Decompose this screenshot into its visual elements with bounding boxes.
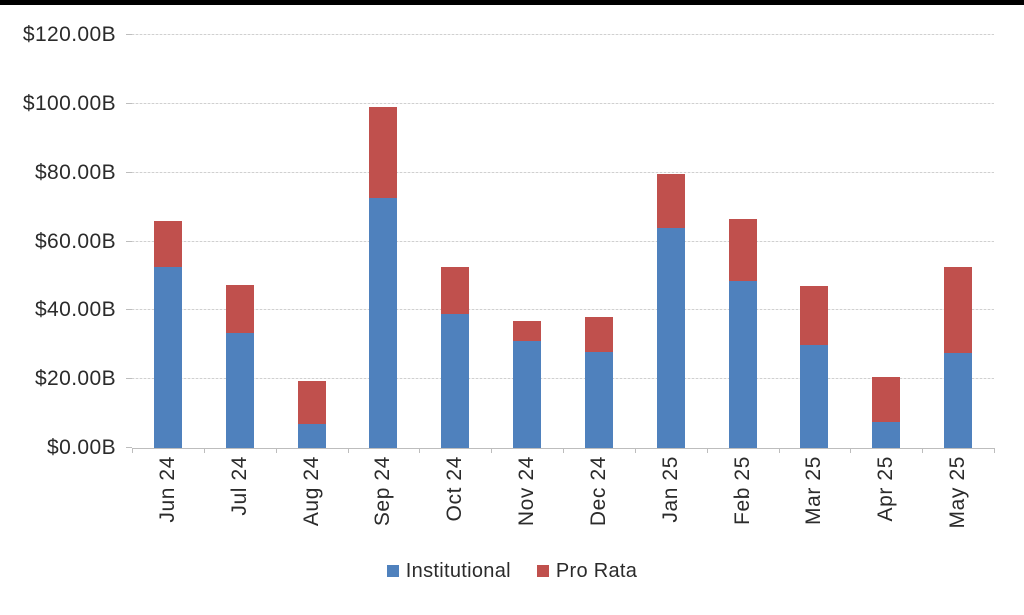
- x-tick: [778, 448, 780, 453]
- y-tick: [126, 309, 132, 311]
- y-axis-label: $60.00B: [34, 229, 116, 253]
- legend-label: Pro Rata: [555, 559, 638, 582]
- gridline-100: [132, 102, 994, 104]
- x-axis-label: Sep 24: [371, 456, 395, 527]
- legend-item-institutional: Institutional: [386, 559, 511, 583]
- y-axis-label: $120.00B: [22, 23, 116, 46]
- x-axis-label: Oct 24: [443, 456, 467, 522]
- bar-stack-feb-25: [728, 219, 757, 448]
- x-axis-label: Aug 24: [299, 456, 323, 527]
- x-tick: [634, 448, 636, 453]
- bar-segment-institutional-sep-24: [369, 198, 398, 448]
- bar-segment-institutional-oct-24: [441, 313, 470, 448]
- y-tick: [126, 240, 132, 242]
- bar-segment-pro-rata-mar-25: [800, 286, 829, 345]
- x-tick: [132, 448, 133, 453]
- bar-segment-pro-rata-feb-25: [728, 219, 757, 282]
- bar-segment-pro-rata-may-25: [944, 267, 973, 354]
- y-tick: [126, 447, 132, 448]
- x-axis-label: Mar 25: [802, 456, 826, 525]
- bar-segment-institutional-jan-25: [656, 227, 685, 448]
- y-axis-label: $0.00B: [47, 436, 116, 459]
- bar-segment-institutional-jul-24: [225, 332, 254, 448]
- x-tick: [419, 448, 421, 453]
- bar-stack-oct-24: [441, 267, 470, 448]
- bar-stack-aug-24: [297, 380, 326, 448]
- x-axis-label: Jan 25: [658, 456, 682, 523]
- bar-segment-pro-rata-oct-24: [441, 267, 470, 314]
- y-axis-label: $20.00B: [34, 367, 116, 391]
- x-axis-label: Feb 25: [730, 456, 754, 525]
- bar-stack-jan-25: [656, 174, 685, 448]
- bar-stack-may-25: [944, 267, 973, 448]
- plot-area: [126, 34, 995, 453]
- y-tick: [126, 171, 132, 173]
- x-tick: [563, 448, 564, 453]
- x-tick: [922, 448, 924, 453]
- gridline-60: [132, 240, 994, 242]
- bar-segment-pro-rata-sep-24: [369, 107, 398, 199]
- x-tick: [491, 448, 493, 453]
- gridline-80: [132, 171, 994, 173]
- x-tick: [850, 448, 852, 453]
- bar-stack-jun-24: [153, 220, 182, 448]
- bar-stack-sep-24: [369, 107, 398, 448]
- legend-swatch-icon: [386, 565, 399, 577]
- bar-segment-pro-rata-apr-25: [872, 377, 901, 423]
- x-axis-label: Apr 25: [874, 456, 898, 522]
- bar-stack-apr-25: [872, 377, 901, 448]
- x-tick: [203, 448, 205, 453]
- x-tick: [706, 448, 708, 453]
- top-black-bar: [0, 0, 1024, 5]
- x-tick: [994, 448, 995, 453]
- bar-segment-institutional-dec-24: [584, 351, 613, 448]
- x-axis-label: Dec 24: [586, 456, 610, 527]
- x-axis-label: Nov 24: [515, 456, 539, 527]
- x-axis-label: Jun 24: [155, 456, 179, 523]
- y-tick: [126, 102, 132, 104]
- bar-segment-institutional-apr-25: [872, 422, 901, 448]
- bar-stack-jul-24: [225, 284, 254, 448]
- bar-segment-institutional-may-25: [944, 353, 973, 448]
- bar-stack-dec-24: [584, 317, 613, 448]
- gridline-40: [132, 309, 994, 311]
- bar-segment-institutional-mar-25: [800, 344, 829, 448]
- bar-segment-institutional-jun-24: [153, 267, 182, 448]
- bar-stack-nov-24: [513, 320, 542, 448]
- bar-stack-mar-25: [800, 286, 829, 448]
- x-tick: [347, 448, 349, 453]
- bar-segment-pro-rata-nov-24: [513, 320, 542, 342]
- bar-segment-pro-rata-dec-24: [584, 317, 613, 352]
- gridline-120: [132, 34, 994, 35]
- x-tick: [275, 448, 277, 453]
- legend-label: Institutional: [405, 559, 511, 582]
- y-tick: [126, 378, 132, 380]
- bar-segment-institutional-nov-24: [513, 341, 542, 448]
- gridline-20: [132, 378, 994, 380]
- bar-segment-pro-rata-jul-24: [225, 284, 254, 333]
- bar-segment-institutional-feb-25: [728, 281, 757, 448]
- y-axis-label: $100.00B: [22, 91, 116, 115]
- bar-segment-institutional-aug-24: [297, 423, 326, 448]
- legend-item-pro-rata: Pro Rata: [536, 559, 638, 583]
- x-axis-label: Jul 24: [227, 456, 251, 516]
- y-axis-label: $80.00B: [34, 160, 116, 184]
- bar-segment-pro-rata-jan-25: [656, 174, 685, 228]
- legend-swatch-icon: [536, 565, 549, 577]
- x-axis-label: May 25: [946, 456, 970, 529]
- legend: Institutional Pro Rata: [0, 556, 1024, 586]
- bar-segment-pro-rata-jun-24: [153, 220, 182, 268]
- bar-segment-pro-rata-aug-24: [297, 380, 326, 424]
- y-tick: [126, 34, 132, 35]
- y-axis-label: $40.00B: [34, 298, 116, 322]
